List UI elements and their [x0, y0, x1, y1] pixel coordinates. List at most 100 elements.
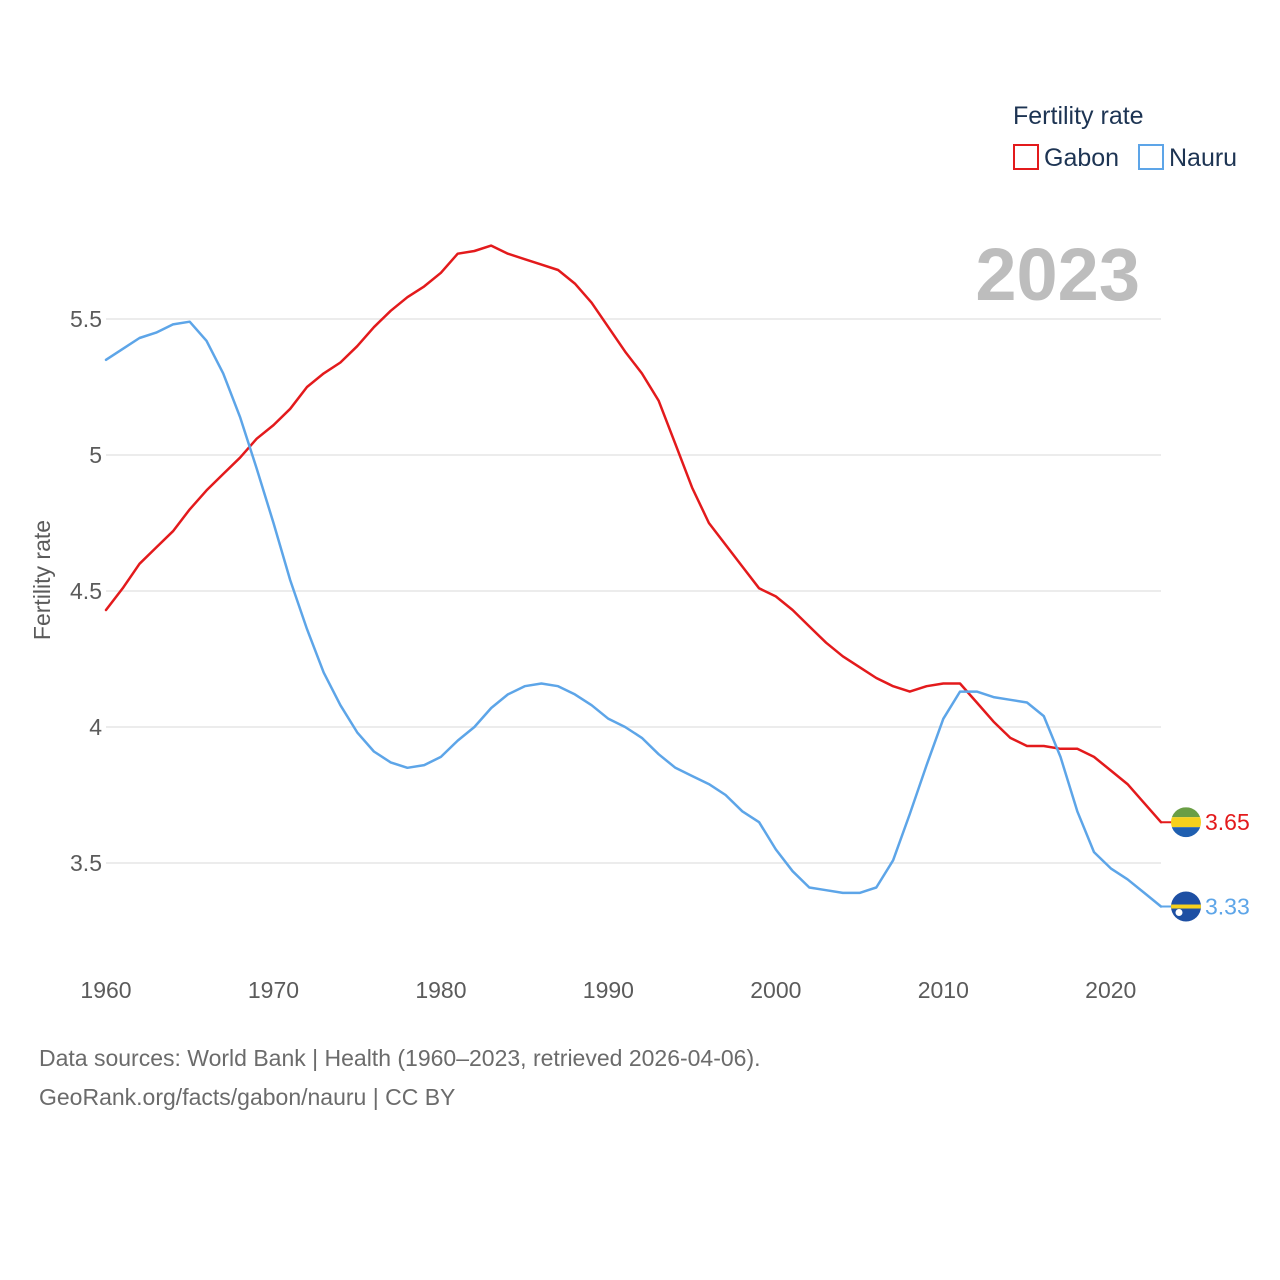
data-point-nauru[interactable] [587, 700, 597, 710]
data-point-gabon[interactable] [235, 453, 245, 463]
data-point-gabon[interactable] [201, 485, 211, 495]
data-point-nauru[interactable] [871, 882, 881, 892]
data-point-nauru[interactable] [151, 328, 161, 338]
data-point-nauru[interactable] [955, 687, 965, 697]
data-point-gabon[interactable] [838, 651, 848, 661]
data-point-nauru[interactable] [553, 681, 563, 691]
data-point-gabon[interactable] [687, 483, 697, 493]
series-line-nauru[interactable] [104, 320, 1163, 908]
credit-link[interactable]: GeoRank.org/facts/gabon/nauru | CC BY [39, 1084, 456, 1110]
data-point-gabon[interactable] [436, 268, 446, 278]
data-point-gabon[interactable] [1022, 741, 1032, 751]
data-point-gabon[interactable] [938, 678, 948, 688]
data-point-gabon[interactable] [603, 322, 613, 332]
data-point-nauru[interactable] [453, 736, 463, 746]
data-point-gabon[interactable] [536, 260, 546, 270]
data-point-nauru[interactable] [1039, 711, 1049, 721]
data-point-gabon[interactable] [168, 526, 178, 536]
data-point-nauru[interactable] [570, 689, 580, 699]
legend-item-gabon[interactable]: Gabon [1013, 144, 1119, 172]
data-point-nauru[interactable] [520, 681, 530, 691]
data-point-nauru[interactable] [1056, 752, 1066, 762]
data-point-nauru[interactable] [235, 412, 245, 422]
data-point-gabon[interactable] [737, 562, 747, 572]
data-point-nauru[interactable] [486, 703, 496, 713]
data-point-gabon[interactable] [587, 298, 597, 308]
data-point-gabon[interactable] [637, 368, 647, 378]
data-point-gabon[interactable] [252, 434, 262, 444]
data-point-nauru[interactable] [352, 727, 362, 737]
data-point-gabon[interactable] [922, 681, 932, 691]
data-point-nauru[interactable] [101, 355, 111, 365]
data-point-gabon[interactable] [754, 583, 764, 593]
data-point-gabon[interactable] [654, 396, 664, 406]
data-point-gabon[interactable] [1039, 741, 1049, 751]
data-point-nauru[interactable] [201, 336, 211, 346]
data-point-nauru[interactable] [218, 368, 228, 378]
data-point-gabon[interactable] [771, 591, 781, 601]
data-point-nauru[interactable] [1022, 698, 1032, 708]
data-point-nauru[interactable] [888, 855, 898, 865]
data-point-gabon[interactable] [570, 279, 580, 289]
data-point-nauru[interactable] [821, 885, 831, 895]
data-point-gabon[interactable] [369, 322, 379, 332]
data-point-nauru[interactable] [687, 771, 697, 781]
legend-item-nauru[interactable]: Nauru [1138, 144, 1237, 172]
data-point-gabon[interactable] [1106, 766, 1116, 776]
data-point-gabon[interactable] [553, 265, 563, 275]
data-point-nauru[interactable] [419, 760, 429, 770]
data-point-nauru[interactable] [637, 733, 647, 743]
data-point-gabon[interactable] [620, 347, 630, 357]
data-point-nauru[interactable] [922, 760, 932, 770]
data-point-nauru[interactable] [804, 882, 814, 892]
data-point-gabon[interactable] [185, 504, 195, 514]
data-point-gabon[interactable] [302, 382, 312, 392]
data-point-nauru[interactable] [754, 817, 764, 827]
data-point-nauru[interactable] [118, 344, 128, 354]
data-point-gabon[interactable] [453, 249, 463, 259]
data-point-nauru[interactable] [938, 714, 948, 724]
data-point-nauru[interactable] [302, 624, 312, 634]
data-point-gabon[interactable] [1072, 744, 1082, 754]
data-point-gabon[interactable] [503, 249, 513, 259]
data-point-nauru[interactable] [737, 806, 747, 816]
data-point-gabon[interactable] [419, 281, 429, 291]
data-point-gabon[interactable] [1139, 798, 1149, 808]
data-point-gabon[interactable] [670, 439, 680, 449]
data-point-nauru[interactable] [285, 575, 295, 585]
data-point-gabon[interactable] [788, 605, 798, 615]
data-point-nauru[interactable] [721, 790, 731, 800]
data-point-gabon[interactable] [855, 662, 865, 672]
data-point-gabon[interactable] [520, 254, 530, 264]
data-point-nauru[interactable] [1005, 695, 1015, 705]
data-point-gabon[interactable] [704, 518, 714, 528]
data-point-gabon[interactable] [134, 559, 144, 569]
data-point-nauru[interactable] [369, 746, 379, 756]
data-point-gabon[interactable] [1123, 779, 1133, 789]
data-point-nauru[interactable] [402, 763, 412, 773]
data-point-nauru[interactable] [838, 888, 848, 898]
data-point-nauru[interactable] [670, 763, 680, 773]
data-point-gabon[interactable] [386, 306, 396, 316]
series-line-gabon[interactable] [104, 244, 1163, 824]
data-point-gabon[interactable] [972, 698, 982, 708]
data-point-nauru[interactable] [268, 518, 278, 528]
data-point-gabon[interactable] [888, 681, 898, 691]
data-point-gabon[interactable] [1089, 752, 1099, 762]
data-point-nauru[interactable] [536, 678, 546, 688]
data-point-gabon[interactable] [905, 687, 915, 697]
data-point-nauru[interactable] [168, 319, 178, 329]
data-point-nauru[interactable] [771, 844, 781, 854]
data-point-nauru[interactable] [989, 692, 999, 702]
data-point-nauru[interactable] [469, 722, 479, 732]
data-point-gabon[interactable] [268, 420, 278, 430]
data-point-nauru[interactable] [503, 689, 513, 699]
data-point-gabon[interactable] [352, 341, 362, 351]
data-point-nauru[interactable] [972, 687, 982, 697]
data-point-gabon[interactable] [285, 404, 295, 414]
data-point-nauru[interactable] [905, 809, 915, 819]
data-point-nauru[interactable] [134, 333, 144, 343]
data-point-nauru[interactable] [335, 700, 345, 710]
data-point-gabon[interactable] [118, 583, 128, 593]
data-point-nauru[interactable] [185, 317, 195, 327]
